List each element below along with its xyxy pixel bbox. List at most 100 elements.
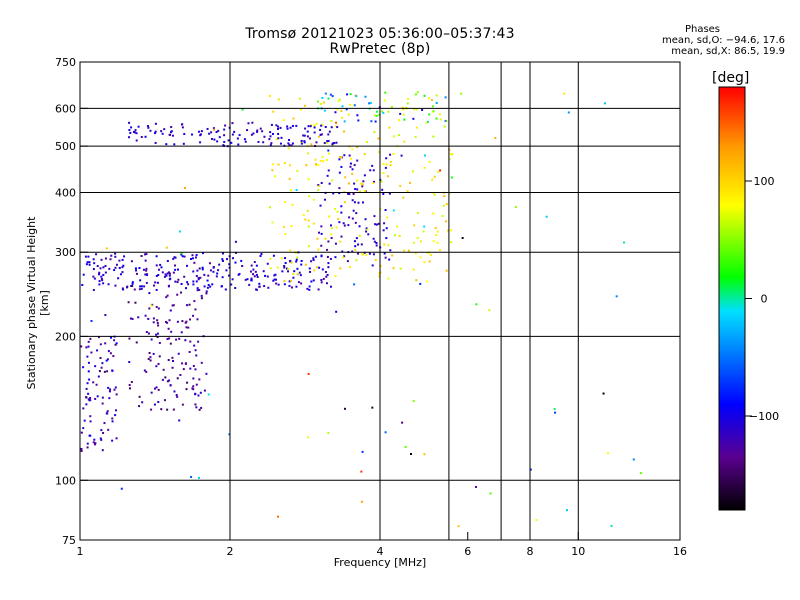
data-point — [132, 130, 135, 133]
data-point — [190, 475, 193, 478]
data-point — [343, 154, 346, 157]
data-point — [113, 269, 116, 272]
colorbar-tick-label: 100 — [754, 175, 775, 188]
data-point — [104, 264, 107, 267]
data-point — [283, 161, 286, 164]
data-point — [320, 133, 323, 136]
data-point — [341, 116, 344, 119]
x-axis-label: Frequency [MHz] — [333, 556, 427, 569]
data-point — [392, 209, 395, 212]
data-point — [82, 366, 85, 369]
data-point — [365, 227, 368, 230]
data-point — [419, 256, 422, 259]
data-point — [199, 276, 202, 279]
data-point — [365, 230, 368, 233]
data-point — [327, 240, 330, 243]
data-point — [256, 130, 259, 133]
data-point — [384, 91, 387, 94]
data-point — [419, 282, 422, 285]
data-point — [178, 419, 181, 422]
data-point — [288, 284, 291, 287]
data-point — [106, 358, 109, 361]
data-point — [303, 140, 306, 143]
data-point — [460, 92, 463, 95]
data-point — [140, 285, 143, 288]
colorbar-label: [deg] — [712, 70, 750, 86]
data-point — [212, 266, 215, 269]
data-point — [213, 128, 216, 131]
colorbar-tick-label: −100 — [749, 410, 779, 423]
data-point — [292, 273, 295, 276]
data-point — [375, 114, 378, 117]
data-point — [251, 121, 254, 124]
data-point — [186, 264, 189, 267]
data-point — [234, 251, 237, 254]
data-point — [398, 234, 401, 237]
data-point — [196, 318, 199, 321]
data-point — [172, 304, 175, 307]
data-point — [436, 230, 439, 233]
data-point — [366, 141, 369, 144]
data-point — [165, 246, 168, 249]
data-point — [274, 273, 277, 276]
data-point — [165, 274, 168, 277]
data-point — [206, 279, 209, 282]
data-point — [183, 186, 186, 189]
data-point — [207, 393, 210, 396]
data-point — [443, 195, 446, 198]
data-point — [163, 275, 166, 278]
data-point — [343, 130, 346, 133]
data-point — [101, 362, 104, 365]
data-point — [378, 275, 381, 278]
data-point — [335, 141, 338, 144]
data-point — [166, 260, 169, 263]
data-point — [218, 263, 221, 266]
data-point — [353, 182, 356, 185]
data-point — [223, 134, 226, 137]
data-point — [390, 105, 393, 108]
data-point — [322, 277, 325, 280]
data-point — [259, 127, 262, 130]
data-point — [339, 156, 342, 159]
data-point — [340, 165, 343, 168]
data-point — [313, 269, 316, 272]
data-point — [173, 256, 176, 259]
data-point — [88, 399, 91, 402]
data-point — [298, 97, 301, 100]
data-point — [319, 133, 322, 136]
data-point — [175, 393, 178, 396]
data-point — [439, 118, 442, 121]
data-point — [206, 286, 209, 289]
data-point — [148, 307, 151, 310]
data-point — [178, 337, 181, 340]
data-point — [361, 252, 364, 255]
data-point — [138, 395, 141, 398]
data-point — [87, 392, 90, 395]
data-point — [139, 279, 142, 282]
data-point — [101, 449, 104, 452]
data-point — [178, 230, 181, 233]
data-point — [426, 280, 429, 283]
x-tick-label: 2 — [227, 545, 234, 558]
data-point — [213, 138, 216, 141]
data-point — [155, 255, 158, 258]
data-point — [348, 216, 351, 219]
data-point — [121, 266, 124, 269]
data-point — [149, 359, 152, 362]
data-point — [436, 241, 439, 244]
data-point — [445, 269, 448, 272]
data-point — [384, 208, 387, 211]
data-point — [407, 249, 410, 252]
data-point — [416, 91, 419, 94]
data-point — [374, 120, 377, 123]
data-point — [382, 111, 385, 114]
data-point — [215, 131, 218, 134]
data-point — [121, 258, 124, 261]
data-point — [338, 171, 341, 174]
data-point — [289, 249, 292, 252]
data-point — [412, 170, 415, 173]
data-point — [413, 108, 416, 111]
data-point — [284, 257, 287, 260]
data-point — [451, 153, 454, 156]
data-point — [325, 275, 328, 278]
